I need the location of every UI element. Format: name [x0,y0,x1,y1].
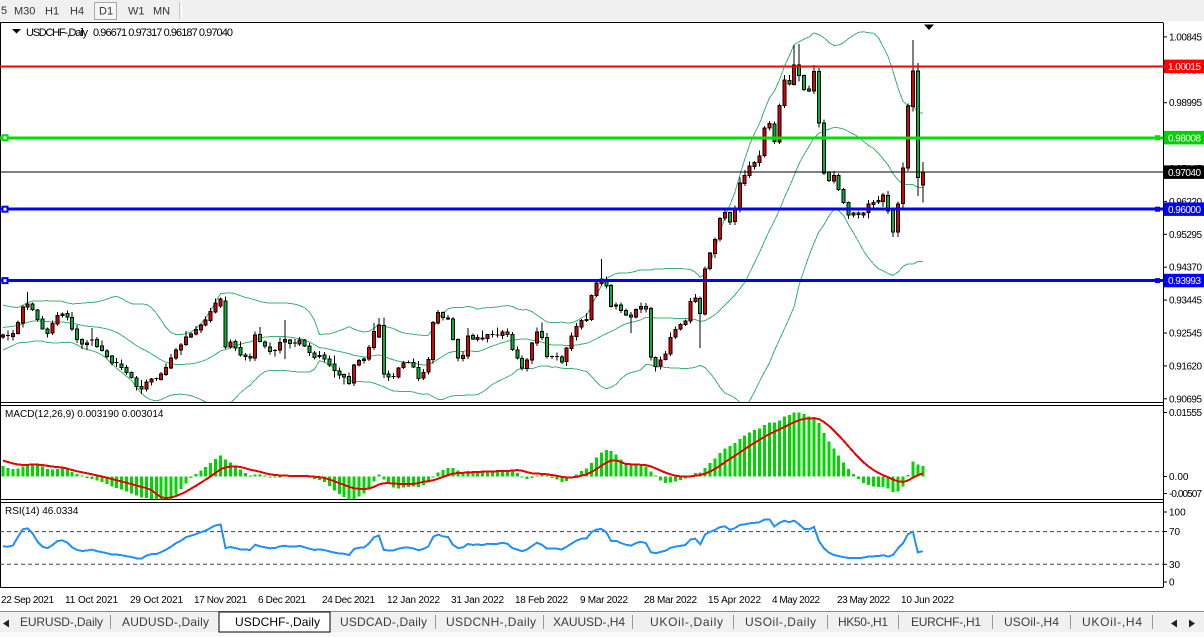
svg-text:H4: H4 [70,6,84,18]
svg-text:0.90695: 0.90695 [1169,394,1202,405]
svg-text:MACD(12,26,9) 0.003190 0.00301: MACD(12,26,9) 0.003190 0.003014 [5,409,164,420]
svg-text:12 Jan 2022: 12 Jan 2022 [387,595,440,606]
svg-text:0.01555: 0.01555 [1169,408,1202,419]
svg-text:USDCAD-,Daily: USDCAD-,Daily [340,615,427,629]
svg-text:23 May 2022: 23 May 2022 [837,595,890,606]
svg-text:30: 30 [1169,560,1181,571]
svg-text:0.93993: 0.93993 [1168,276,1201,287]
svg-text:0.93445: 0.93445 [1169,296,1202,307]
svg-text:29 Oct 2021: 29 Oct 2021 [130,595,183,606]
svg-text:0.94370: 0.94370 [1169,263,1202,274]
svg-text:USOil-,Daily: USOil-,Daily [745,615,816,629]
svg-text:1.00845: 1.00845 [1169,32,1202,43]
svg-text:24 Dec 2021: 24 Dec 2021 [322,595,375,606]
svg-text:1.00015: 1.00015 [1168,62,1201,73]
svg-text:100: 100 [1169,508,1186,519]
svg-text:XAUUSD-,H4: XAUUSD-,H4 [553,615,625,629]
svg-text:5: 5 [1,5,7,17]
svg-text:11 Oct 2021: 11 Oct 2021 [65,595,118,606]
svg-text:0.98995: 0.98995 [1169,98,1202,109]
svg-text:4 May 2022: 4 May 2022 [772,595,820,606]
svg-text:USOil-,H4: USOil-,H4 [1004,615,1059,629]
svg-text:31 Jan 2022: 31 Jan 2022 [451,595,504,606]
svg-text:22 Sep 2021: 22 Sep 2021 [1,595,54,606]
svg-text:H1: H1 [45,6,59,18]
svg-text:10 Jun 2022: 10 Jun 2022 [901,595,954,606]
svg-text:70: 70 [1169,527,1181,538]
svg-text:18 Feb 2022: 18 Feb 2022 [515,595,568,606]
svg-text:D1: D1 [99,6,113,18]
svg-text:HK50-,H1: HK50-,H1 [838,615,888,629]
svg-text:EURUSD-,Daily: EURUSD-,Daily [20,615,103,629]
svg-text:0.96000: 0.96000 [1168,205,1201,216]
svg-text:0.91620: 0.91620 [1169,361,1202,372]
svg-text:UKOil-,H4: UKOil-,H4 [1082,615,1142,629]
svg-text:0.97040: 0.97040 [1168,168,1201,179]
svg-text:28 Mar 2022: 28 Mar 2022 [644,595,697,606]
svg-text:UKOil-,Daily: UKOil-,Daily [650,615,723,629]
svg-text:0.95295: 0.95295 [1169,230,1202,241]
svg-text:0: 0 [1169,578,1175,589]
svg-text:0.00: 0.00 [1169,472,1189,483]
svg-text:0.98008: 0.98008 [1168,133,1201,144]
svg-text:USDCNH-,Daily: USDCNH-,Daily [446,615,536,629]
svg-text:0.96671 0.97317 0.96187 0.9704: 0.96671 0.97317 0.96187 0.97040 [93,27,233,39]
svg-text:MN: MN [153,6,170,18]
svg-text:-0.00507: -0.00507 [1169,489,1202,500]
svg-text:RSI(14) 46.0334: RSI(14) 46.0334 [5,506,79,517]
svg-text:17 Nov 2021: 17 Nov 2021 [194,595,247,606]
svg-text:USDCHF-,Daily: USDCHF-,Daily [26,27,89,39]
svg-text:M30: M30 [14,6,35,18]
svg-text:EURCHF-,H1: EURCHF-,H1 [911,615,981,629]
svg-text:AUDUSD-,Daily: AUDUSD-,Daily [122,615,209,629]
svg-text:6 Dec 2021: 6 Dec 2021 [258,595,306,606]
svg-text:0.92545: 0.92545 [1169,329,1202,340]
svg-text:9 Mar 2022: 9 Mar 2022 [580,595,628,606]
svg-text:W1: W1 [128,6,145,18]
svg-text:USDCHF-,Daily: USDCHF-,Daily [235,615,320,629]
svg-text:15 Apr 2022: 15 Apr 2022 [708,595,761,606]
